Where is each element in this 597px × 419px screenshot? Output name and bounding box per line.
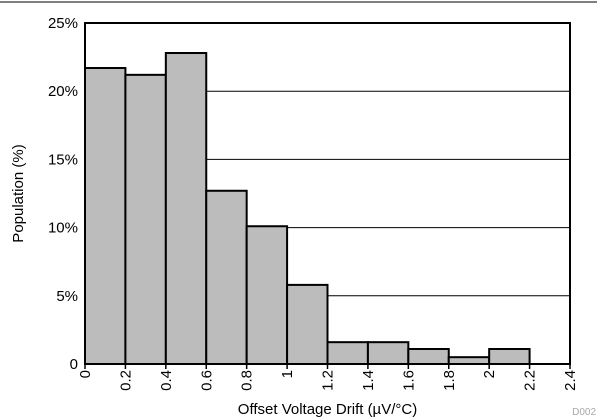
histogram-bar xyxy=(326,341,369,365)
histogram-bar xyxy=(164,52,208,366)
x-tick-label: 1.8 xyxy=(441,370,458,391)
histogram-bars xyxy=(84,52,531,366)
histogram-bar xyxy=(245,225,289,365)
y-tick-label: 10% xyxy=(48,220,78,237)
histogram-bar xyxy=(447,356,491,365)
figure-id-label: D002 xyxy=(572,407,596,418)
x-tick-label: 1.2 xyxy=(320,370,337,391)
x-tick-label: 0.4 xyxy=(158,370,175,391)
y-tick-label: 0 xyxy=(70,356,78,373)
y-tick-label: 20% xyxy=(48,83,78,100)
histogram-bar xyxy=(286,283,329,365)
x-tick-label: 1.4 xyxy=(360,370,377,391)
x-axis-ticks: 0 0.2 0.4 0.6 0.8 1 1.2 1.4 1.6 1.8 2 2.2 2.4 xyxy=(77,364,579,391)
x-tick-label: 0.8 xyxy=(239,370,256,391)
y-axis-ticks: 0 5% 10% 15% 20% 25% xyxy=(48,15,78,373)
y-axis-title: Population (%) xyxy=(10,144,27,242)
x-tick-label: 0.2 xyxy=(117,370,134,391)
x-tick-label: 1.6 xyxy=(400,370,417,391)
histogram-bar xyxy=(366,341,410,365)
y-tick-label: 15% xyxy=(48,151,78,168)
x-tick-label: 1 xyxy=(279,370,296,378)
x-tick-label: 2.2 xyxy=(522,370,539,391)
x-tick-label: 0.6 xyxy=(198,370,215,391)
y-tick-label: 5% xyxy=(56,288,78,305)
y-tick-label: 25% xyxy=(48,15,78,32)
histogram-bar xyxy=(488,347,531,366)
histogram-bar xyxy=(124,73,167,365)
histogram-bar xyxy=(205,189,248,365)
x-axis-title: Offset Voltage Drift (µV/°C) xyxy=(238,401,417,418)
histogram-bar xyxy=(407,347,450,366)
histogram-bar xyxy=(84,67,127,366)
x-tick-label: 2.4 xyxy=(562,370,579,391)
x-tick-label: 0 xyxy=(77,370,94,378)
x-tick-label: 2 xyxy=(481,370,498,378)
